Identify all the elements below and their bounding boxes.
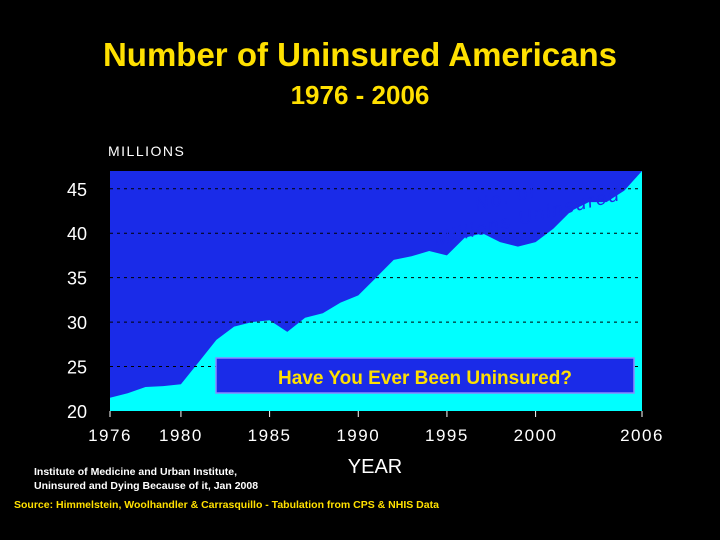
- banner-box: [215, 357, 635, 394]
- y-tick-label: 20: [67, 402, 87, 422]
- x-axis-ticks: 1976 1980 1985 1990 1995 2000 2006: [88, 411, 664, 445]
- y-tick-label: 30: [67, 313, 87, 333]
- credit-line-2: Uninsured and Dying Because of it, Jan 2…: [34, 480, 259, 492]
- credit-line-1: Institute of Medicine and Urban Institut…: [34, 466, 238, 478]
- x-tick-label: 2000: [514, 426, 558, 445]
- y-tick-label: 35: [67, 269, 87, 289]
- banner-text: Have You Ever Been Uninsured?: [278, 368, 572, 389]
- chart-title: Number of Uninsured Americans: [102, 36, 618, 73]
- x-tick-label: 2006: [620, 426, 664, 445]
- x-axis-label: YEAR: [348, 456, 402, 478]
- y-axis-ticks: 20 25 30 35 40 45: [67, 180, 87, 422]
- x-tick-label: 1980: [159, 426, 203, 445]
- x-tick-label: 1976: [88, 426, 132, 445]
- y-tick-label: 25: [67, 358, 87, 378]
- chart-subtitle: 1976 - 2006: [290, 80, 430, 110]
- y-tick-label: 45: [67, 180, 87, 200]
- y-axis-label: MILLIONS: [108, 143, 185, 159]
- x-tick-label: 1985: [248, 426, 292, 445]
- uninsured-area: [110, 171, 642, 411]
- x-tick-label: 1995: [425, 426, 469, 445]
- source-note: Source: Himmelstein, Woolhandler & Carra…: [14, 499, 439, 511]
- y-tick-label: 40: [67, 224, 87, 244]
- x-tick-label: 1990: [336, 426, 380, 445]
